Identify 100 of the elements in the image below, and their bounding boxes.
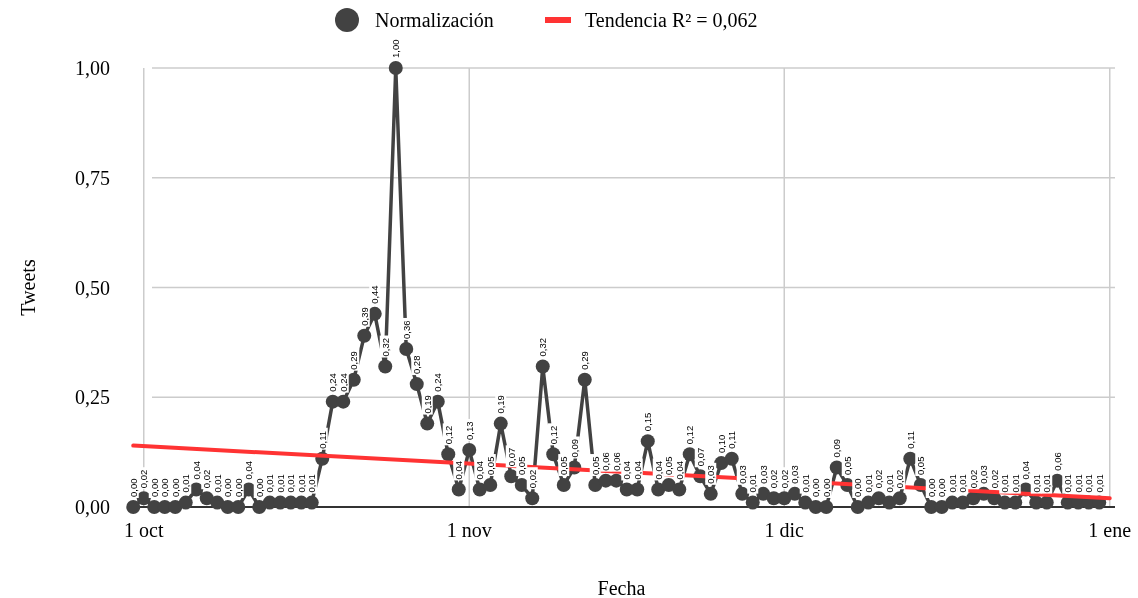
- data-label: 0,00: [936, 478, 948, 497]
- data-label: 0,01: [264, 474, 276, 493]
- data-label: 0,06: [610, 452, 622, 471]
- data-label: 0,01: [1009, 474, 1021, 493]
- x-axis-title: Fecha: [597, 577, 646, 598]
- data-label: 0,39: [358, 307, 370, 326]
- data-label: 0,44: [369, 285, 381, 304]
- data-label: 0,00: [148, 478, 160, 497]
- data-label: 0,02: [873, 469, 885, 489]
- data-label: 0,01: [999, 474, 1011, 493]
- y-tick-label: 0,75: [75, 166, 110, 189]
- data-label: 0,03: [736, 465, 748, 484]
- data-label: 0,00: [222, 478, 234, 497]
- data-label: 0,01: [1072, 474, 1084, 493]
- data-label: 0,32: [379, 338, 391, 357]
- data-label: 0,00: [810, 478, 822, 497]
- data-label: 0,29: [579, 351, 591, 370]
- data-label: 0,04: [474, 460, 486, 480]
- data-label: 0,06: [1051, 452, 1063, 471]
- data-label: 0,00: [169, 478, 181, 497]
- data-label: 0,03: [757, 465, 769, 484]
- data-label: 1,00: [390, 39, 402, 58]
- data-label: 0,02: [768, 469, 780, 489]
- data-label: 0,01: [1093, 474, 1105, 493]
- data-label: 0,02: [894, 469, 906, 489]
- data-label: 0,19: [421, 395, 433, 414]
- data-label: 0,24: [432, 373, 444, 392]
- x-tick-label: 1 dic: [764, 519, 805, 541]
- data-label: 0,36: [400, 320, 412, 339]
- data-label: 0,05: [484, 456, 496, 476]
- data-label: 0,00: [232, 478, 244, 497]
- x-tick-label: 1 oct: [124, 519, 164, 541]
- data-label: 0,01: [862, 474, 874, 493]
- data-label: 0,04: [631, 460, 643, 480]
- data-label: 0,04: [652, 460, 664, 480]
- data-label: 0,03: [789, 465, 801, 484]
- data-label: 0,00: [852, 478, 864, 497]
- y-tick-label: 1,00: [75, 57, 110, 79]
- data-label: 0,01: [946, 474, 958, 493]
- data-label: 0,15: [642, 412, 654, 432]
- data-label: 0,01: [957, 474, 969, 493]
- data-label: 0,07: [505, 447, 517, 467]
- data-label: 0,02: [778, 469, 790, 489]
- data-label: 0,00: [925, 478, 937, 497]
- data-label: 0,01: [1083, 474, 1095, 493]
- data-label: 0,02: [201, 469, 213, 489]
- data-label: 0,04: [1020, 460, 1032, 480]
- data-label: 0,24: [327, 373, 339, 392]
- data-label: 0,12: [442, 425, 454, 445]
- data-label: 0,01: [285, 474, 297, 493]
- data-label: 0,05: [558, 456, 570, 476]
- data-label: 0,32: [537, 338, 549, 357]
- data-label: 0,02: [988, 469, 1000, 489]
- data-label: 0,01: [306, 474, 318, 493]
- data-label: 0,00: [159, 478, 171, 497]
- data-label: 0,04: [673, 460, 685, 480]
- y-tick-label: 0,50: [75, 276, 110, 299]
- data-label: 0,02: [138, 469, 150, 489]
- data-label: 0,10: [715, 434, 727, 454]
- data-label: 0,01: [274, 474, 286, 493]
- data-label: 0,28: [411, 355, 423, 375]
- data-label: 0,01: [1030, 474, 1042, 493]
- data-label: 0,05: [663, 456, 675, 476]
- data-label: 0,01: [1062, 474, 1074, 493]
- data-label: 0,01: [211, 474, 223, 493]
- y-tick-label: 0,25: [75, 386, 110, 409]
- data-label: 0,05: [915, 456, 927, 476]
- data-label: 0,29: [348, 351, 360, 370]
- data-label: 0,13: [463, 421, 475, 440]
- data-label: 0,04: [621, 460, 633, 480]
- data-label: 0,09: [831, 438, 843, 458]
- data-label: 0,00: [127, 478, 139, 497]
- data-label: 0,03: [705, 465, 717, 484]
- data-label: 0,00: [253, 478, 265, 497]
- data-label: 0,01: [747, 474, 759, 493]
- data-label: 0,09: [568, 438, 580, 458]
- data-label: 0,07: [694, 447, 706, 467]
- data-label: 0,05: [841, 456, 853, 476]
- data-label: 0,19: [495, 395, 507, 414]
- x-tick-label: 1 ene: [1088, 519, 1132, 541]
- data-label: 0,01: [883, 474, 895, 493]
- data-label: 0,01: [1041, 474, 1053, 493]
- legend-label: Normalización: [375, 9, 494, 31]
- data-label: 0,05: [516, 456, 528, 476]
- data-label: 0,02: [526, 469, 538, 489]
- data-label: 0,01: [180, 474, 192, 493]
- data-label: 0,24: [337, 373, 349, 392]
- data-label: 0,04: [453, 460, 465, 480]
- data-label: 0,11: [316, 430, 328, 449]
- x-tick-label: 1 nov: [446, 519, 492, 541]
- data-label: 0,12: [684, 425, 696, 445]
- data-label: 0,11: [904, 430, 916, 449]
- data-label: 0,03: [978, 465, 990, 484]
- data-label: 0,05: [589, 456, 601, 476]
- y-tick-label: 0,00: [75, 496, 110, 518]
- y-axis-title: Tweets: [17, 259, 39, 316]
- data-label: 0,12: [547, 425, 559, 445]
- data-label: 0,02: [967, 469, 979, 489]
- data-label: 0,06: [600, 452, 612, 471]
- data-label: 0,01: [295, 474, 307, 493]
